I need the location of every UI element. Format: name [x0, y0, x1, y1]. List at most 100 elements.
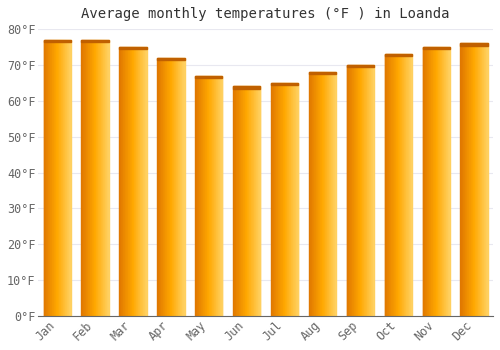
Bar: [177, 58, 178, 316]
Bar: [407, 54, 408, 316]
Bar: [137, 47, 138, 316]
Bar: [101, 40, 102, 316]
Bar: [233, 86, 260, 89]
Bar: [68, 40, 69, 316]
Bar: [278, 83, 279, 316]
Bar: [271, 83, 298, 85]
Bar: [51, 40, 52, 316]
Bar: [273, 83, 274, 316]
Bar: [325, 72, 326, 316]
Bar: [216, 76, 217, 316]
Bar: [395, 54, 396, 316]
Bar: [444, 47, 445, 316]
Bar: [295, 83, 296, 316]
Bar: [437, 47, 438, 316]
Bar: [316, 72, 317, 316]
Bar: [92, 40, 93, 316]
Bar: [49, 40, 50, 316]
Bar: [176, 58, 177, 316]
Bar: [430, 47, 432, 316]
Bar: [214, 76, 215, 316]
Bar: [60, 40, 62, 316]
Bar: [397, 54, 398, 316]
Bar: [157, 58, 184, 60]
Bar: [384, 54, 386, 316]
Bar: [479, 43, 480, 316]
Bar: [447, 47, 448, 316]
Bar: [283, 83, 284, 316]
Bar: [180, 58, 181, 316]
Bar: [428, 47, 430, 316]
Bar: [367, 65, 368, 316]
Bar: [445, 47, 446, 316]
Bar: [213, 76, 214, 316]
Bar: [89, 40, 90, 316]
Bar: [482, 43, 483, 316]
Bar: [179, 58, 180, 316]
Bar: [251, 86, 252, 316]
Bar: [350, 65, 351, 316]
Bar: [164, 58, 166, 316]
Bar: [259, 86, 260, 316]
Bar: [468, 43, 469, 316]
Bar: [206, 76, 208, 316]
Bar: [277, 83, 278, 316]
Bar: [142, 47, 143, 316]
Bar: [309, 72, 336, 74]
Bar: [233, 86, 234, 316]
Bar: [460, 43, 487, 46]
Bar: [434, 47, 435, 316]
Bar: [97, 40, 98, 316]
Bar: [368, 65, 370, 316]
Bar: [242, 86, 244, 316]
Bar: [104, 40, 106, 316]
Bar: [44, 40, 71, 42]
Bar: [183, 58, 184, 316]
Bar: [139, 47, 140, 316]
Bar: [464, 43, 465, 316]
Bar: [88, 40, 89, 316]
Bar: [246, 86, 248, 316]
Bar: [486, 43, 487, 316]
Bar: [410, 54, 412, 316]
Bar: [440, 47, 441, 316]
Bar: [167, 58, 168, 316]
Bar: [470, 43, 472, 316]
Bar: [326, 72, 328, 316]
Bar: [322, 72, 323, 316]
Bar: [57, 40, 58, 316]
Bar: [62, 40, 64, 316]
Bar: [321, 72, 322, 316]
Bar: [483, 43, 484, 316]
Bar: [235, 86, 236, 316]
Bar: [392, 54, 393, 316]
Bar: [221, 76, 222, 316]
Bar: [400, 54, 401, 316]
Bar: [210, 76, 211, 316]
Bar: [403, 54, 404, 316]
Bar: [219, 76, 220, 316]
Bar: [198, 76, 199, 316]
Bar: [282, 83, 283, 316]
Bar: [393, 54, 394, 316]
Bar: [169, 58, 170, 316]
Bar: [64, 40, 66, 316]
Bar: [439, 47, 440, 316]
Bar: [90, 40, 91, 316]
Bar: [356, 65, 357, 316]
Bar: [480, 43, 481, 316]
Bar: [200, 76, 202, 316]
Bar: [422, 47, 450, 49]
Bar: [463, 43, 464, 316]
Bar: [124, 47, 125, 316]
Bar: [426, 47, 428, 316]
Bar: [91, 40, 92, 316]
Bar: [144, 47, 146, 316]
Bar: [195, 76, 196, 316]
Bar: [258, 86, 259, 316]
Bar: [181, 58, 182, 316]
Bar: [175, 58, 176, 316]
Bar: [435, 47, 436, 316]
Bar: [66, 40, 68, 316]
Bar: [401, 54, 402, 316]
